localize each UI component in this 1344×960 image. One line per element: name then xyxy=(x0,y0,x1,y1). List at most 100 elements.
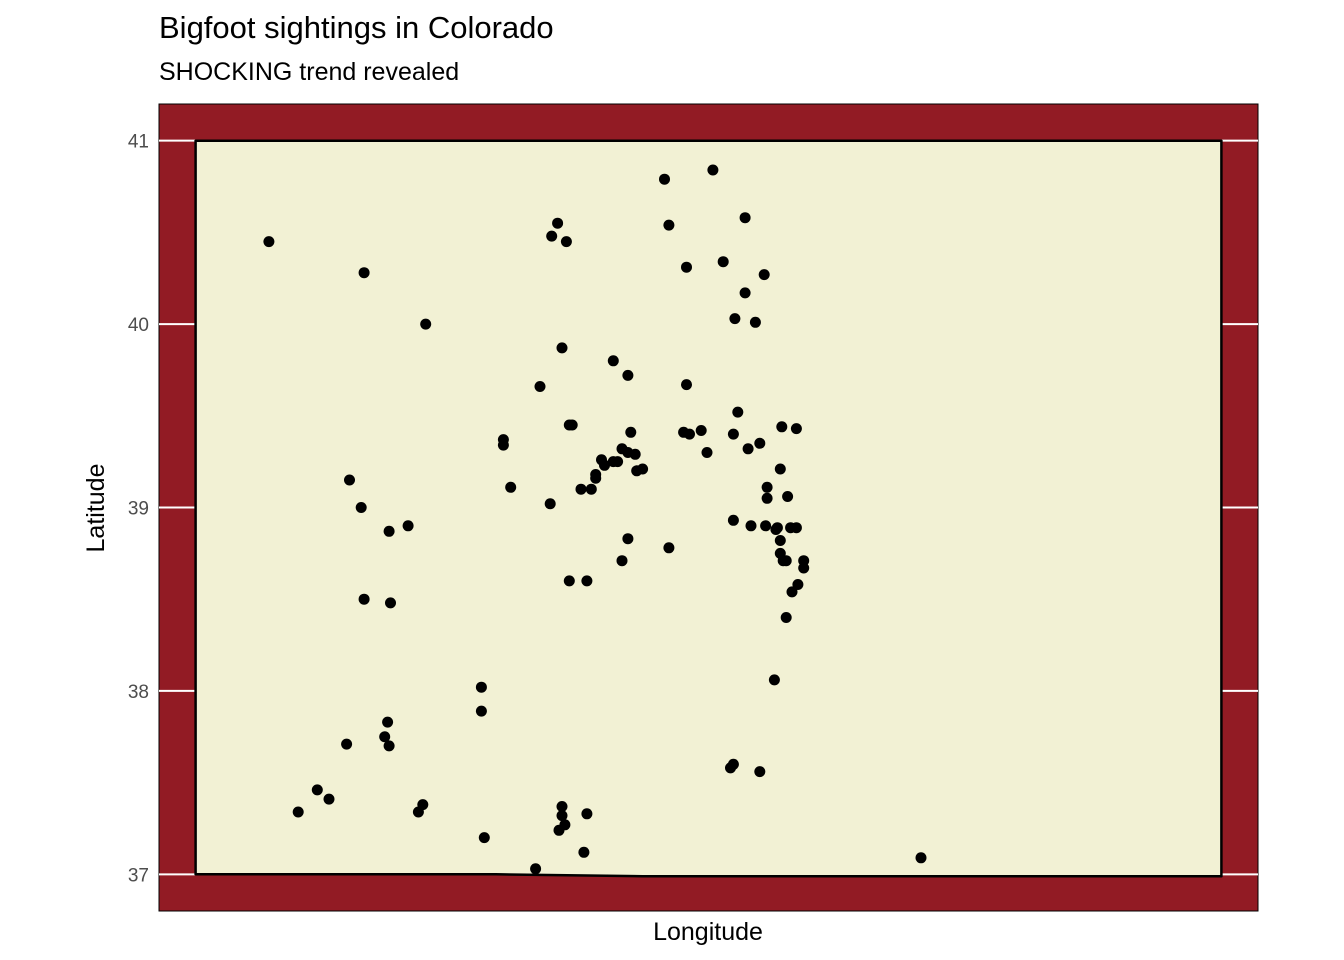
sighting-point xyxy=(681,261,692,273)
sighting-point xyxy=(534,381,546,392)
sighting-point xyxy=(341,738,353,750)
y-tick-label: 39 xyxy=(128,499,149,520)
sighting-point xyxy=(758,269,770,281)
x-axis-title: Longitude xyxy=(653,918,763,946)
sighting-point xyxy=(798,562,810,574)
sighting-point xyxy=(563,575,575,587)
sighting-point xyxy=(742,443,754,455)
sighting-point xyxy=(684,428,695,440)
y-tick-label: 40 xyxy=(128,315,149,336)
chart-title: Bigfoot sightings in Colorado xyxy=(159,10,554,45)
y-tick-label: 37 xyxy=(128,865,149,886)
sighting-point xyxy=(790,423,802,435)
sighting-point xyxy=(311,784,323,796)
sighting-point xyxy=(566,419,578,431)
sighting-point xyxy=(616,555,628,567)
sighting-point xyxy=(739,212,751,224)
sighting-point xyxy=(544,498,556,510)
sighting-point xyxy=(915,852,927,864)
sighting-point xyxy=(344,474,355,486)
sighting-point xyxy=(556,810,568,822)
sighting-point xyxy=(383,740,395,752)
sighting-point xyxy=(786,586,798,598)
sighting-point xyxy=(717,256,729,268)
sighting-point xyxy=(355,502,367,513)
sighting-point xyxy=(727,428,739,440)
sighting-point xyxy=(556,342,568,354)
sighting-point xyxy=(581,808,593,820)
sighting-point xyxy=(727,514,739,526)
y-tick-label: 38 xyxy=(128,682,149,703)
sighting-point xyxy=(776,421,788,433)
sighting-point xyxy=(402,520,414,532)
sighting-point xyxy=(622,533,634,545)
sighting-point xyxy=(637,463,649,475)
sighting-point xyxy=(552,217,564,229)
sighting-point xyxy=(625,426,637,438)
sighting-point xyxy=(385,597,396,609)
sighting-point xyxy=(292,806,304,818)
sighting-point xyxy=(774,463,786,475)
sighting-point xyxy=(358,267,370,279)
sighting-point xyxy=(760,520,772,532)
sighting-point xyxy=(780,612,792,623)
sighting-point xyxy=(607,355,619,367)
chart-subtitle: SHOCKING trend revealed xyxy=(159,58,460,86)
sighting-point xyxy=(782,491,794,502)
sighting-point xyxy=(556,801,568,812)
y-axis-title: Latitude xyxy=(82,464,110,553)
sighting-point xyxy=(774,547,786,559)
sighting-point xyxy=(559,819,571,831)
sighting-point xyxy=(629,448,641,460)
y-axis-ticks: 37 38 39 40 41 xyxy=(128,132,149,887)
sighting-point xyxy=(379,731,391,743)
sighting-point xyxy=(546,230,558,242)
sighting-points xyxy=(263,164,927,875)
sighting-point xyxy=(578,846,590,858)
sighting-point xyxy=(761,481,773,493)
colorado-state-shape xyxy=(194,139,1223,878)
sighting-point xyxy=(761,492,773,504)
sighting-point xyxy=(475,681,487,693)
sighting-point xyxy=(663,542,675,554)
sighting-point xyxy=(383,525,395,537)
sighting-point xyxy=(585,483,597,495)
sighting-point xyxy=(622,369,634,381)
sighting-point xyxy=(575,483,587,495)
sighting-point xyxy=(725,762,736,774)
sighting-point xyxy=(695,425,707,436)
sighting-point xyxy=(659,173,670,185)
sighting-point xyxy=(497,439,509,451)
sighting-point xyxy=(732,406,744,418)
sighting-point xyxy=(323,793,335,805)
sighting-point xyxy=(505,481,517,493)
sighting-point xyxy=(707,164,719,176)
sighting-point xyxy=(263,236,275,248)
sighting-point xyxy=(768,674,780,686)
y-tick-label: 41 xyxy=(128,132,149,153)
sighting-point xyxy=(590,472,602,484)
sighting-point xyxy=(663,219,675,231)
sighting-point xyxy=(417,799,429,811)
sighting-point xyxy=(530,863,542,875)
sighting-point xyxy=(774,535,786,546)
sighting-point xyxy=(754,766,766,778)
sighting-point xyxy=(754,437,766,449)
sighting-point xyxy=(581,575,593,587)
sighting-point xyxy=(701,447,713,458)
sighting-point xyxy=(790,522,802,534)
sighting-point xyxy=(560,236,572,248)
sighting-point xyxy=(792,579,804,590)
sighting-point xyxy=(478,832,490,844)
sighting-point xyxy=(745,520,757,532)
sighting-point xyxy=(382,716,394,728)
sighting-point xyxy=(749,316,761,328)
sighting-point xyxy=(420,318,432,330)
sighting-point xyxy=(770,524,782,535)
sighting-point xyxy=(358,593,370,605)
sighting-point xyxy=(599,459,610,471)
sighting-point xyxy=(729,313,741,325)
sighting-point xyxy=(739,287,751,299)
sighting-point xyxy=(475,705,487,717)
